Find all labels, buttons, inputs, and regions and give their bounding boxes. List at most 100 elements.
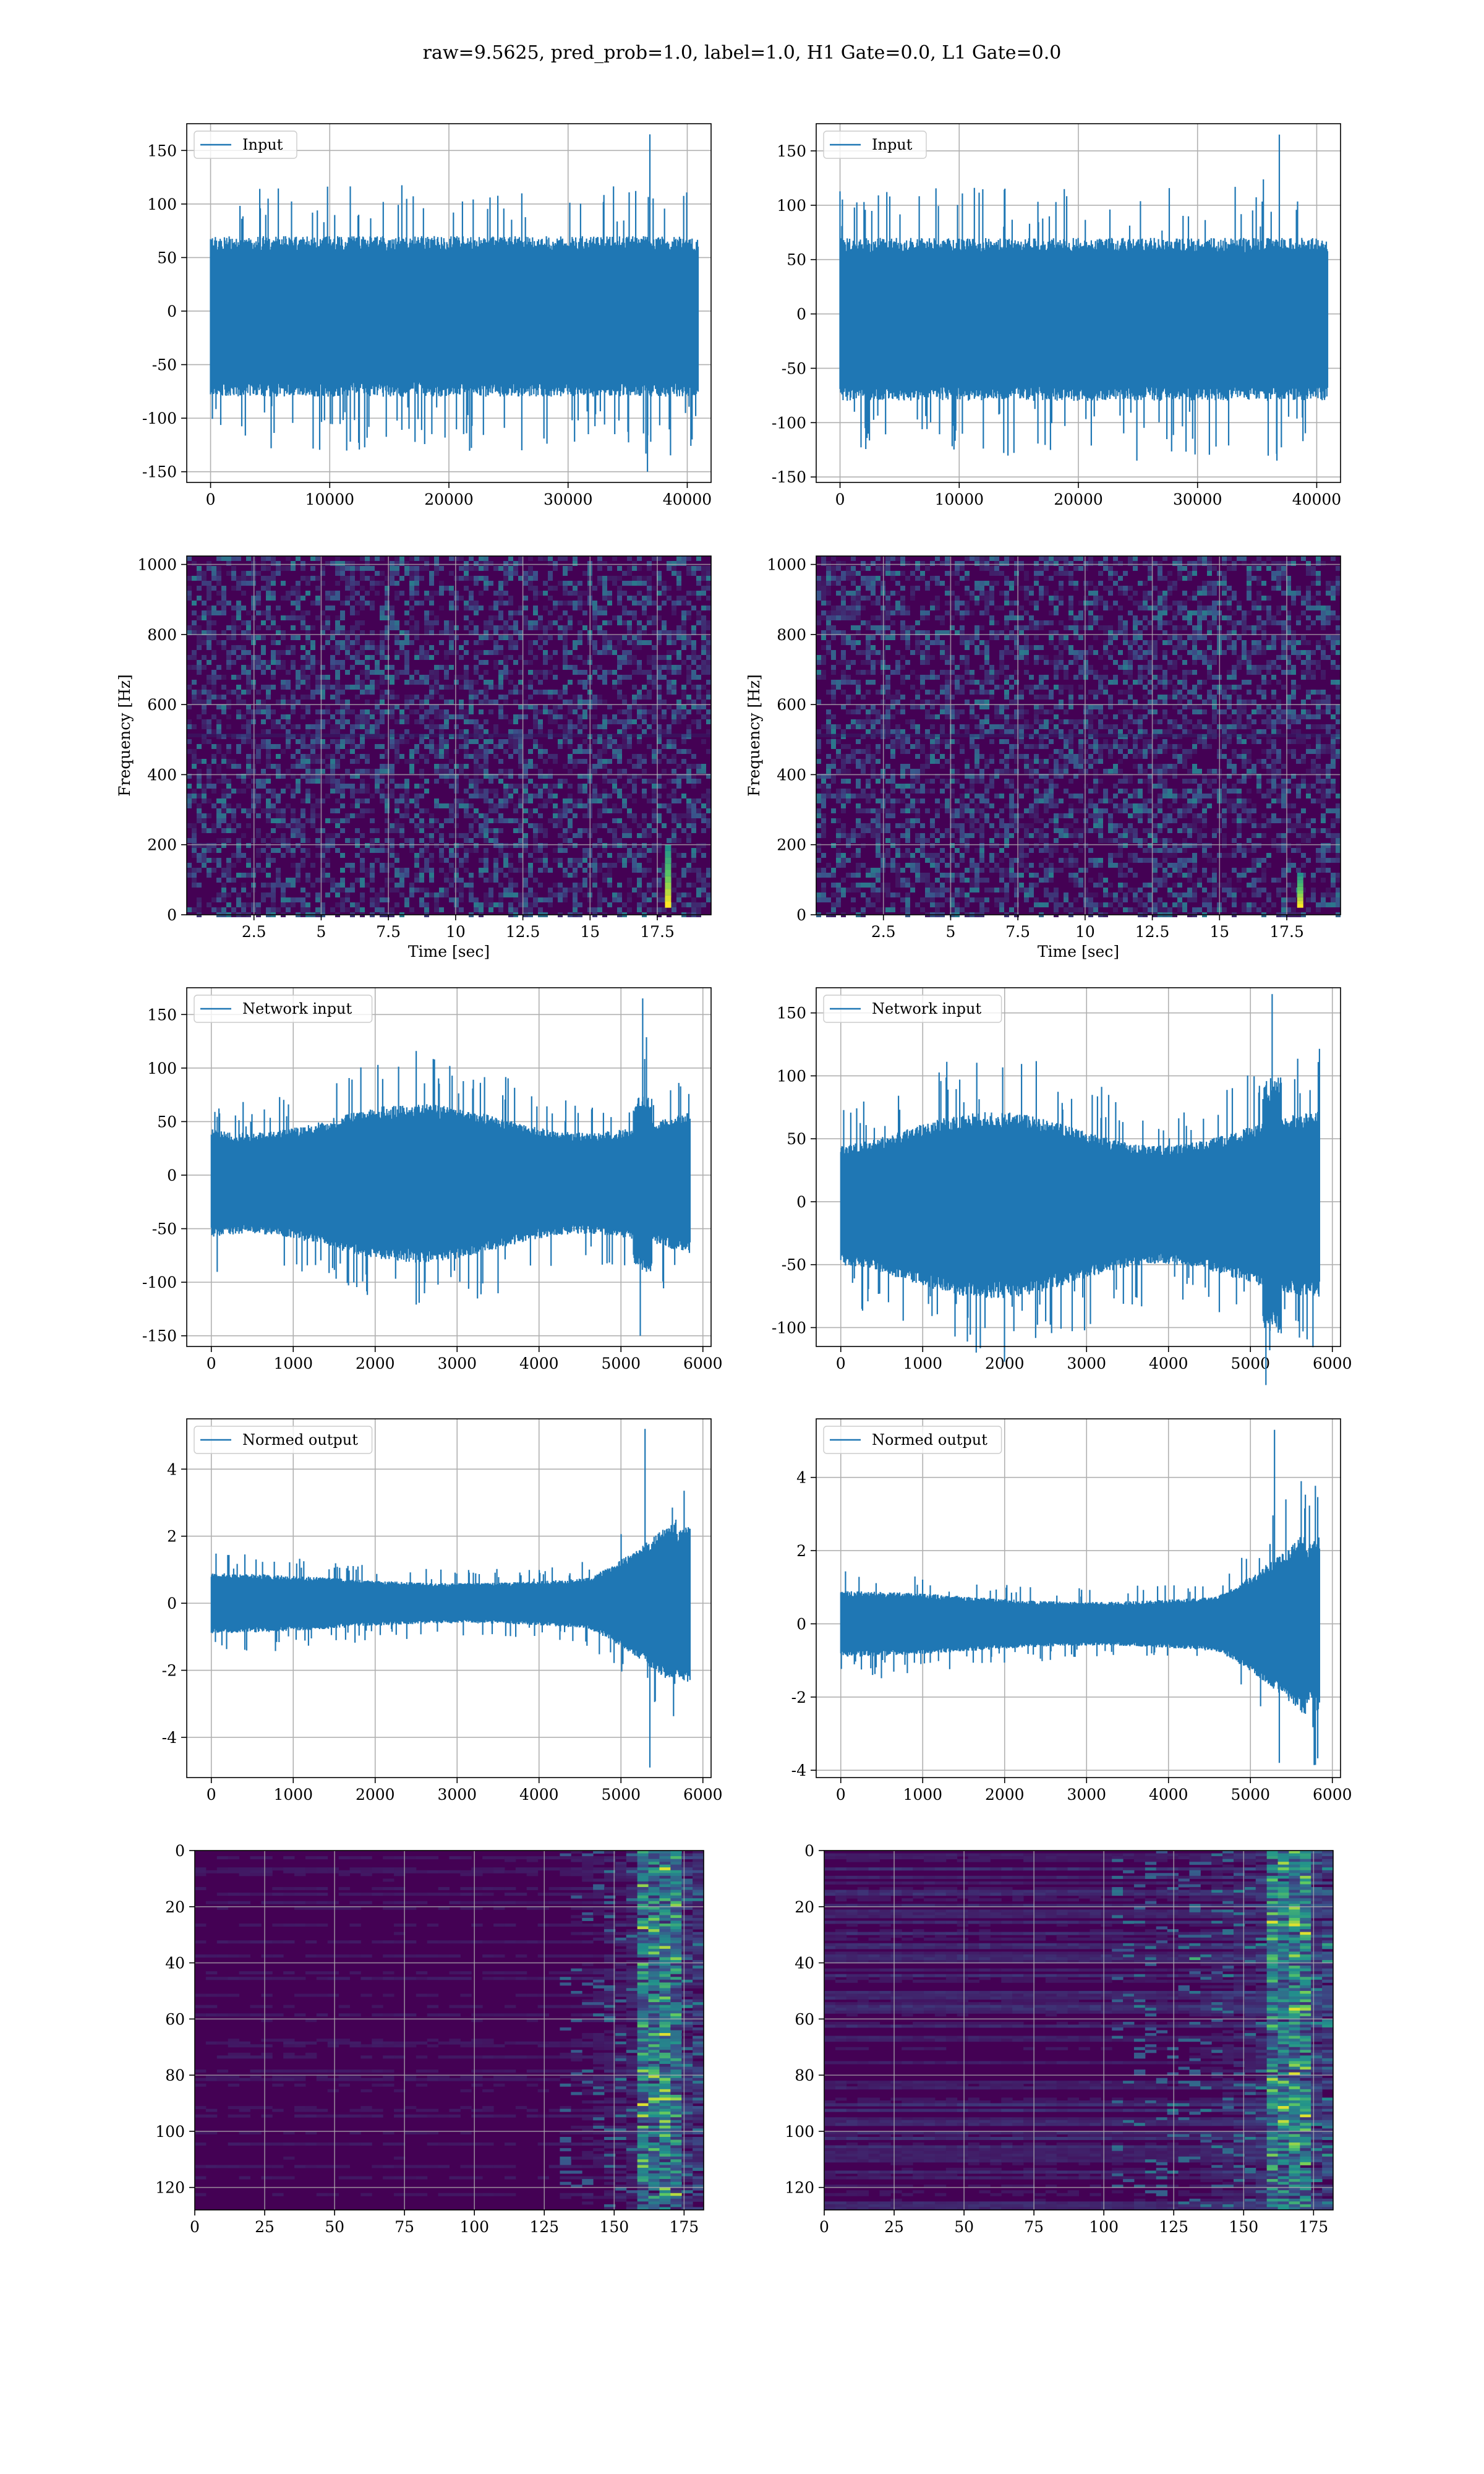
x-tick-label: 5 (945, 923, 955, 941)
x-tick-label: 17.5 (640, 923, 675, 941)
x-tick-label: 0 (206, 490, 216, 508)
y-tick-label: 0 (167, 1594, 177, 1612)
y-axis-label: Frequency [Hz] (116, 674, 134, 797)
x-tick-label: 175 (669, 2218, 699, 2236)
axes-frame (194, 1850, 704, 2211)
y-tick-label: 150 (147, 142, 177, 160)
y-tick-label: 1000 (137, 556, 177, 574)
axes-frame (816, 555, 1341, 915)
x-tick-label: 100 (1089, 2218, 1119, 2236)
x-tick-label: 20000 (1054, 490, 1103, 508)
y-tick-label: 80 (795, 2066, 814, 2084)
x-tick-label: 1000 (273, 1786, 313, 1804)
y-tick-label: 100 (147, 195, 177, 213)
x-tick-label: 0 (190, 2218, 200, 2236)
x-axis-label: Time [sec] (1038, 943, 1119, 961)
y-tick-label: 2 (167, 1528, 177, 1546)
axes-frame (816, 1418, 1341, 1778)
y-tick-label: 150 (777, 1004, 806, 1022)
x-tick-label: 10 (446, 923, 466, 941)
series-line (210, 134, 699, 472)
axes-frame (186, 987, 712, 1347)
x-tick-label: 100 (459, 2218, 489, 2236)
y-tick-label: -100 (772, 414, 806, 432)
y-tick-label: 800 (777, 626, 806, 644)
x-tick-label: 7.5 (376, 923, 401, 941)
chirp-mark (1297, 886, 1303, 891)
x-tick-label: 5000 (601, 1786, 641, 1804)
y-tick-label: 800 (147, 626, 177, 644)
series-line (210, 1429, 691, 1768)
y-tick-label: -50 (152, 356, 177, 374)
series-line (839, 134, 1329, 461)
y-tick-label: -50 (782, 359, 806, 377)
y-tick-label: 0 (804, 1842, 814, 1860)
x-tick-label: 2.5 (871, 923, 896, 941)
x-tick-label: 1000 (903, 1355, 942, 1372)
x-tick-label: 6000 (1313, 1355, 1352, 1372)
chirp-mark (665, 857, 672, 864)
y-tick-label: 100 (777, 197, 806, 215)
y-tick-label: 40 (165, 1954, 185, 1972)
legend: Network input (194, 995, 373, 1023)
spectrogram-right-plot: 2.5 5 7.5 10 12.5 15 17.5 0 200 400 600 800 1000 Time… (745, 555, 1341, 961)
x-tick-label: 40000 (663, 490, 712, 508)
x-tick-label: 75 (394, 2218, 414, 2236)
feature-map-cells (195, 1851, 704, 2211)
y-tick-label: -150 (142, 463, 177, 481)
x-tick-label: 6000 (683, 1355, 723, 1372)
x-tick-label: 0 (207, 1355, 216, 1372)
y-tick-label: 100 (777, 1067, 806, 1085)
legend: Input (194, 131, 297, 159)
series-line (840, 994, 1320, 1385)
x-tick-label: 30000 (1173, 490, 1222, 508)
legend: Normed output (194, 1426, 373, 1454)
input-right-plot: 0 10000 20000 30000 40000 -150 -100 -50 0 50 100 15… (772, 123, 1341, 508)
x-axis-label: Time [sec] (408, 943, 490, 961)
x-tick-label: 3000 (437, 1355, 477, 1372)
y-tick-label: -100 (142, 1273, 177, 1291)
y-tick-label: -2 (162, 1662, 177, 1680)
x-tick-label: 4000 (519, 1355, 559, 1372)
axes-frame (186, 123, 712, 483)
y-tick-label: -50 (782, 1256, 806, 1274)
x-tick-label: 4000 (1149, 1355, 1188, 1372)
x-tick-label: 1000 (903, 1786, 942, 1804)
legend: Normed output (823, 1426, 1002, 1454)
x-tick-label: 125 (529, 2218, 559, 2236)
spectrogram-left-plot: 2.5 5 7.5 10 12.5 15 17.5 0 200 400 600 800 1000 Time… (116, 555, 712, 961)
y-tick-label: 600 (777, 696, 806, 714)
x-tick-label: 2000 (985, 1786, 1025, 1804)
x-tick-label: 2000 (356, 1355, 395, 1372)
x-tick-label: 0 (207, 1786, 216, 1804)
x-tick-label: 0 (836, 1786, 846, 1804)
spectrogram-cells (187, 556, 711, 917)
chirp-mark (665, 901, 672, 908)
chirp-mark (1297, 894, 1303, 897)
x-tick-label: 2000 (356, 1786, 395, 1804)
y-tick-label: 0 (175, 1842, 185, 1860)
legend-label: Normed output (242, 1431, 358, 1449)
chirp-mark (1297, 883, 1303, 887)
y-tick-label: 0 (796, 306, 806, 323)
x-tick-label: 2.5 (242, 923, 267, 941)
chirp-mark (665, 850, 672, 858)
y-tick-label: 150 (147, 1006, 177, 1024)
y-tick-label: -2 (791, 1689, 806, 1706)
x-tick-label: 4000 (1149, 1786, 1188, 1804)
x-tick-label: 50 (954, 2218, 974, 2236)
axes-frame (816, 123, 1341, 483)
x-tick-label: 0 (836, 1355, 846, 1372)
chirp-mark (665, 863, 672, 870)
y-tick-label: 40 (795, 1954, 814, 1972)
y-tick-label: 0 (167, 302, 177, 320)
x-tick-label: 0 (819, 2218, 829, 2236)
x-tick-label: 30000 (544, 490, 593, 508)
x-tick-label: 0 (835, 490, 845, 508)
y-tick-label: 50 (157, 1113, 177, 1131)
chirp-mark (1297, 897, 1303, 901)
x-tick-label: 125 (1159, 2218, 1188, 2236)
chirp-mark (665, 882, 672, 889)
y-tick-label: 60 (795, 2010, 814, 2028)
x-tick-label: 15 (1209, 923, 1229, 941)
